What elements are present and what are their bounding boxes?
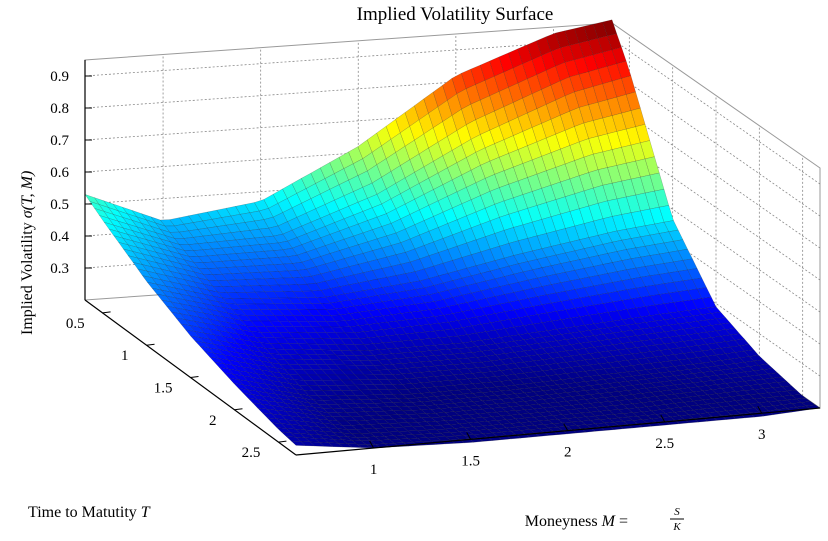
y-tick-label: 2.5: [242, 445, 261, 461]
z-tick-label: 0.4: [50, 229, 69, 245]
y-tick-mark: [234, 408, 243, 411]
x-tick-label: 2: [564, 445, 572, 461]
x-axis-line: [295, 407, 821, 456]
z-tick-label: 0.3: [50, 261, 69, 277]
y-tick-label: 2: [209, 413, 217, 429]
y-tick-mark: [102, 311, 111, 314]
x-tick-label: 1: [370, 462, 378, 478]
x-axis-label: Moneyness M =: [525, 513, 628, 530]
x-tick-mark: [563, 423, 569, 431]
x-axis-label-fraction-numerator: S: [674, 506, 680, 518]
x-tick-label: 3: [758, 427, 766, 443]
x-tick-mark: [660, 414, 666, 423]
z-tick-label: 0.5: [50, 197, 69, 213]
x-tick-label: 2.5: [655, 436, 674, 452]
x-tick-mark: [466, 432, 472, 440]
z-tick-label: 0.7: [50, 133, 69, 149]
z-axis-label: Implied Volatility σ(T, M): [19, 171, 36, 335]
y-axis-label: Time to Matutity T: [28, 504, 151, 521]
z-tick-label: 0.9: [50, 69, 69, 85]
y-tick-label: 0.5: [66, 316, 85, 332]
y-tick-mark: [190, 376, 199, 378]
x-tick-label: 1.5: [461, 453, 480, 469]
z-tick-label: 0.6: [50, 165, 69, 181]
y-tick-mark: [278, 440, 287, 443]
x-tick-mark: [369, 440, 375, 449]
y-tick-label: 1: [121, 348, 129, 364]
z-tick-label: 0.8: [50, 101, 69, 117]
tick-labels: 0.3 0.4 0.5 0.6 0.7 0.8 0.9 0.5 1 1.5 2 2.5 1 1.5 2 2.5…: [50, 69, 765, 478]
chart-title: Implied Volatility Surface: [357, 4, 554, 25]
y-tick-mark: [146, 343, 155, 346]
surface-mesh: [84, 19, 821, 449]
x-axis-label-fraction-denominator: K: [672, 521, 681, 533]
y-tick-label: 1.5: [154, 381, 173, 397]
x-tick-mark: [757, 405, 763, 414]
